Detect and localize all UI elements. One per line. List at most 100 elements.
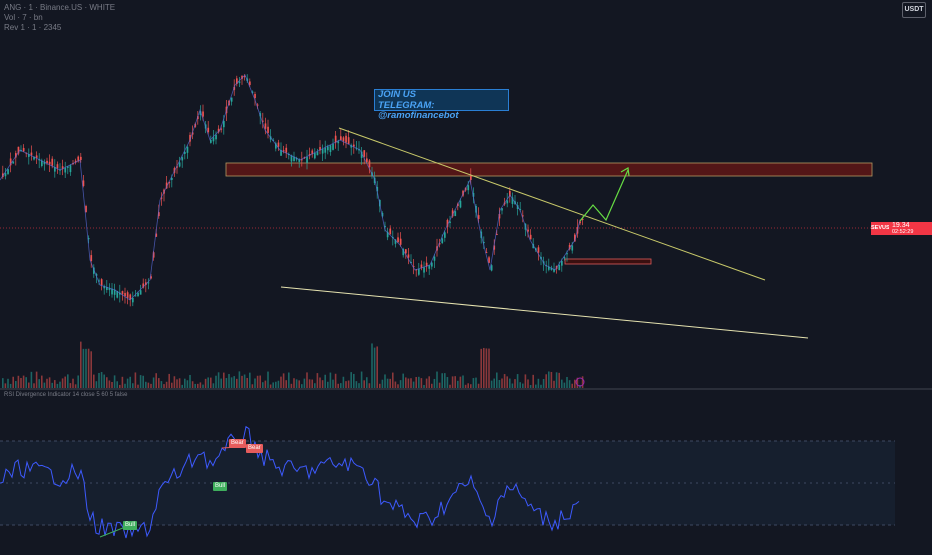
volume-bar [64,376,66,388]
candle-body [550,267,553,270]
candle-body [230,97,233,102]
volume-bar [43,382,46,388]
volume-bar [324,374,326,388]
volume-bar [30,371,33,388]
volume-bar [134,372,137,388]
volume-bar [470,384,472,388]
legend-sub-line-2: Rev 1 · 1 · 2345 [4,23,62,32]
bar-countdown: 02:52:29 [892,229,914,235]
volume-bar [155,373,157,388]
volume-bar [514,379,516,388]
candle-body [360,151,363,158]
volume-bar [438,382,441,388]
volume-bar [563,382,566,388]
volume-bar [425,378,428,388]
volume-bar [558,372,560,388]
volume-bar [472,378,475,388]
candle-body [485,252,488,254]
candle-body [69,165,72,173]
candle-body [4,173,7,177]
volume-bar [168,373,170,388]
candle-body [249,81,251,85]
volume-bar [540,384,542,388]
volume-bar [173,376,176,388]
candle-body [189,134,191,142]
symbol-line: ANG · 1 · Binance.US · WHITE [4,3,116,12]
volume-bar [363,380,365,388]
volume-bar [108,380,111,388]
candle-body [176,166,178,168]
volume-bar [532,374,534,388]
volume-bar [220,378,222,388]
candle-body [332,143,334,150]
support-box [564,258,652,265]
candle-body [236,78,238,84]
candle-body [67,166,69,168]
volume-bar [225,378,228,388]
candle-body [35,155,38,158]
volume-bar [59,381,61,388]
promo-text-box: JOIN US TELEGRAM: @ramofinancebot [374,89,509,121]
candle-body [511,197,514,204]
volume-bar [116,381,118,388]
volume-bar [186,380,189,388]
candle-body [345,135,347,143]
volume-bar [51,382,53,388]
volume-bar [545,374,547,388]
candle-body [132,298,134,303]
candle-body [290,155,293,162]
volume-bar [223,372,225,388]
candle-body [267,126,269,133]
volume-bar [282,373,285,388]
volume-bar [329,372,332,388]
oscillator-legend: RSI Divergence Indicator 14 close 5 60 5… [4,392,128,398]
volume-bar [524,374,527,388]
candle-body [405,249,407,254]
volume-bar [485,348,488,388]
volume-bar [381,379,384,388]
candle-body [129,294,132,300]
volume-bar [199,382,202,388]
candle-body [155,233,158,237]
volume-bar [100,372,103,388]
candle-body [574,234,576,242]
volume-bar [158,378,160,388]
volume-bar [405,377,407,388]
volume-bar [327,381,329,388]
volume-bar [376,346,378,388]
candle-body [30,152,33,156]
currency-badge[interactable]: USDT [902,2,926,18]
volume-bar [77,375,79,388]
candle-body [472,193,475,197]
candle-body [251,91,254,94]
candle-body [100,279,103,286]
volume-bar [93,374,95,388]
last-price-value: 19.34 [892,222,910,229]
volume-bar [290,383,293,388]
candle-body [178,162,181,167]
volume-bar [90,351,92,388]
volume-bar [527,379,529,388]
volume-bar [145,381,147,388]
volume-bar [574,379,576,388]
pane-separator [0,388,932,390]
volume-bar [345,381,347,388]
candle-body [444,232,446,238]
candle-body [470,175,472,180]
candle-body [342,137,345,142]
candle-body [186,146,189,153]
volume-bar [249,372,251,388]
volume-bar [464,384,467,388]
legend-sub-line-1: Vol · 7 · bn [4,13,43,22]
candle-body [95,274,98,276]
volume-bar [25,377,27,388]
volume-bar [480,348,482,388]
candle-body [113,289,116,295]
candle-body [350,145,353,148]
volume-bar [139,375,142,388]
volume-bar [431,383,433,388]
volume-bar [368,383,371,388]
last-price-label: 19.34 02:52:29 [889,222,932,235]
